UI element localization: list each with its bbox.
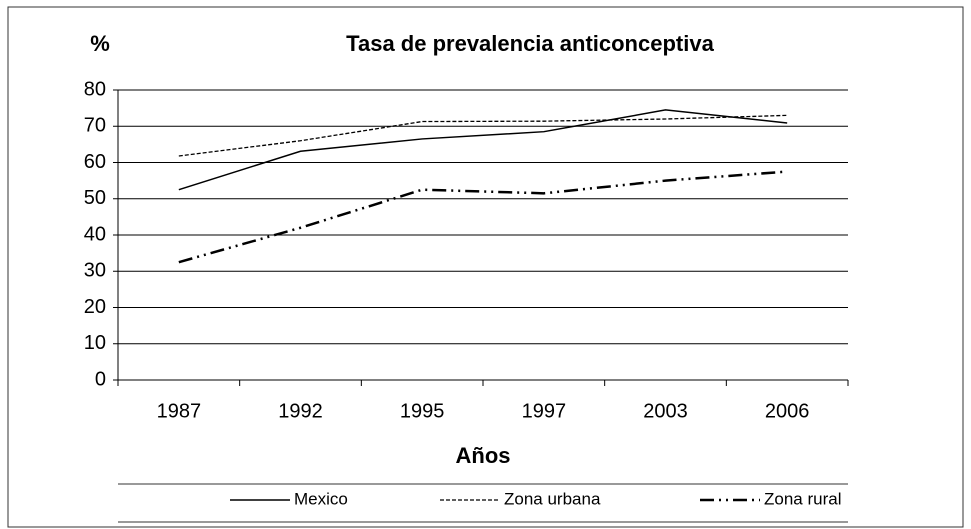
y-tick-label: 20 <box>84 296 106 318</box>
x-tick-label: 1995 <box>400 400 445 422</box>
chart-title: Tasa de prevalencia anticonceptiva <box>346 31 714 56</box>
y-axis-label: % <box>90 31 110 56</box>
legend-label: Zona rural <box>764 489 841 508</box>
y-tick-label: 60 <box>84 151 106 173</box>
x-tick-label: 2006 <box>765 400 810 422</box>
x-tick-label: 1997 <box>522 400 567 422</box>
y-tick-label: 40 <box>84 223 106 245</box>
series-line <box>178 170 788 264</box>
y-tick-label: 70 <box>84 115 106 137</box>
legend-label: Mexico <box>294 489 348 508</box>
legend-label: Zona urbana <box>504 489 601 508</box>
series-line <box>178 114 788 157</box>
y-tick-label: 80 <box>84 78 106 100</box>
series-line <box>178 109 788 191</box>
x-tick-label: 1992 <box>278 400 323 422</box>
x-axis-label: Años <box>456 443 511 468</box>
y-tick-label: 10 <box>84 332 106 354</box>
x-tick-label: 1987 <box>157 400 202 422</box>
y-tick-label: 30 <box>84 260 106 282</box>
y-tick-label: 0 <box>95 368 106 390</box>
x-tick-label: 2003 <box>643 400 688 422</box>
y-tick-label: 50 <box>84 187 106 209</box>
frame <box>7 6 964 528</box>
